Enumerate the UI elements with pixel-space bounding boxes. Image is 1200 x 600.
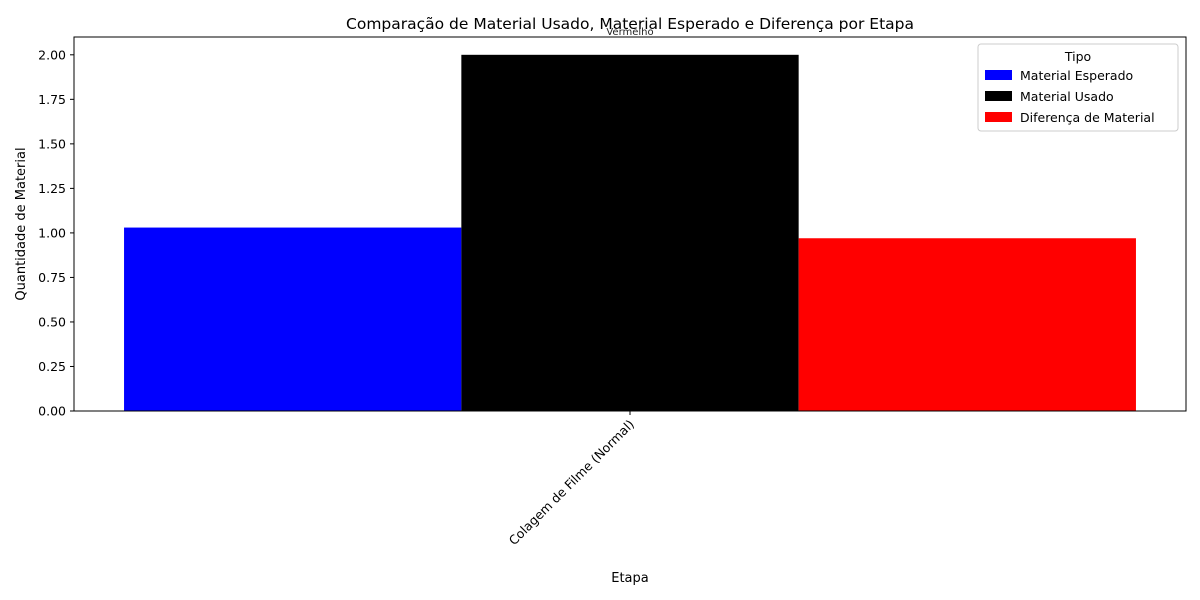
- y-axis-title: Quantidade de Material: [14, 147, 29, 300]
- legend-swatch: [985, 112, 1012, 122]
- y-tick-label: 2.00: [38, 47, 66, 62]
- y-tick-label: 0.00: [38, 404, 66, 419]
- legend-entries: Material Esperado Material Usado Diferença…: [985, 68, 1155, 125]
- bars-layer: [124, 54, 1136, 412]
- legend-title: Tipo: [1064, 49, 1091, 64]
- y-tick-label: 1.50: [38, 136, 66, 151]
- legend-box: [977, 43, 1179, 132]
- y-tick-label: 1.00: [38, 225, 66, 240]
- x-axis-title: Etapa: [611, 571, 649, 586]
- legend-label: Diferença de Material: [1020, 110, 1155, 125]
- y-tick-label: 0.50: [38, 314, 66, 329]
- legend-swatch: [985, 70, 1012, 80]
- x-axis-ticks: Colagem de Filme (Normal): [506, 411, 637, 548]
- legend: Tipo Material Esperado Material Usado Dife…: [977, 43, 1179, 132]
- bar-annotation: Vermelho: [606, 27, 653, 38]
- legend-label: Material Esperado: [1020, 68, 1133, 83]
- legend-swatch: [985, 91, 1012, 101]
- x-tick-label: Colagem de Filme (Normal): [506, 417, 637, 548]
- bar-material-usado: [461, 54, 799, 412]
- y-axis-ticks: 0.00 0.25 0.50 0.75 1.00 1.25 1.50 1.75 2.00: [38, 47, 74, 419]
- bar-diferen-a-de-material: [798, 238, 1136, 411]
- legend-label: Material Usado: [1020, 89, 1114, 104]
- y-tick-label: 1.75: [38, 92, 66, 107]
- plot-frame: [73, 36, 1187, 412]
- bar-material-esperado: [124, 227, 462, 411]
- y-tick-label: 1.25: [38, 181, 66, 196]
- y-tick-label: 0.75: [38, 270, 66, 285]
- chart-title: Comparação de Material Usado, Material E…: [346, 15, 914, 33]
- y-tick-label: 0.25: [38, 359, 66, 374]
